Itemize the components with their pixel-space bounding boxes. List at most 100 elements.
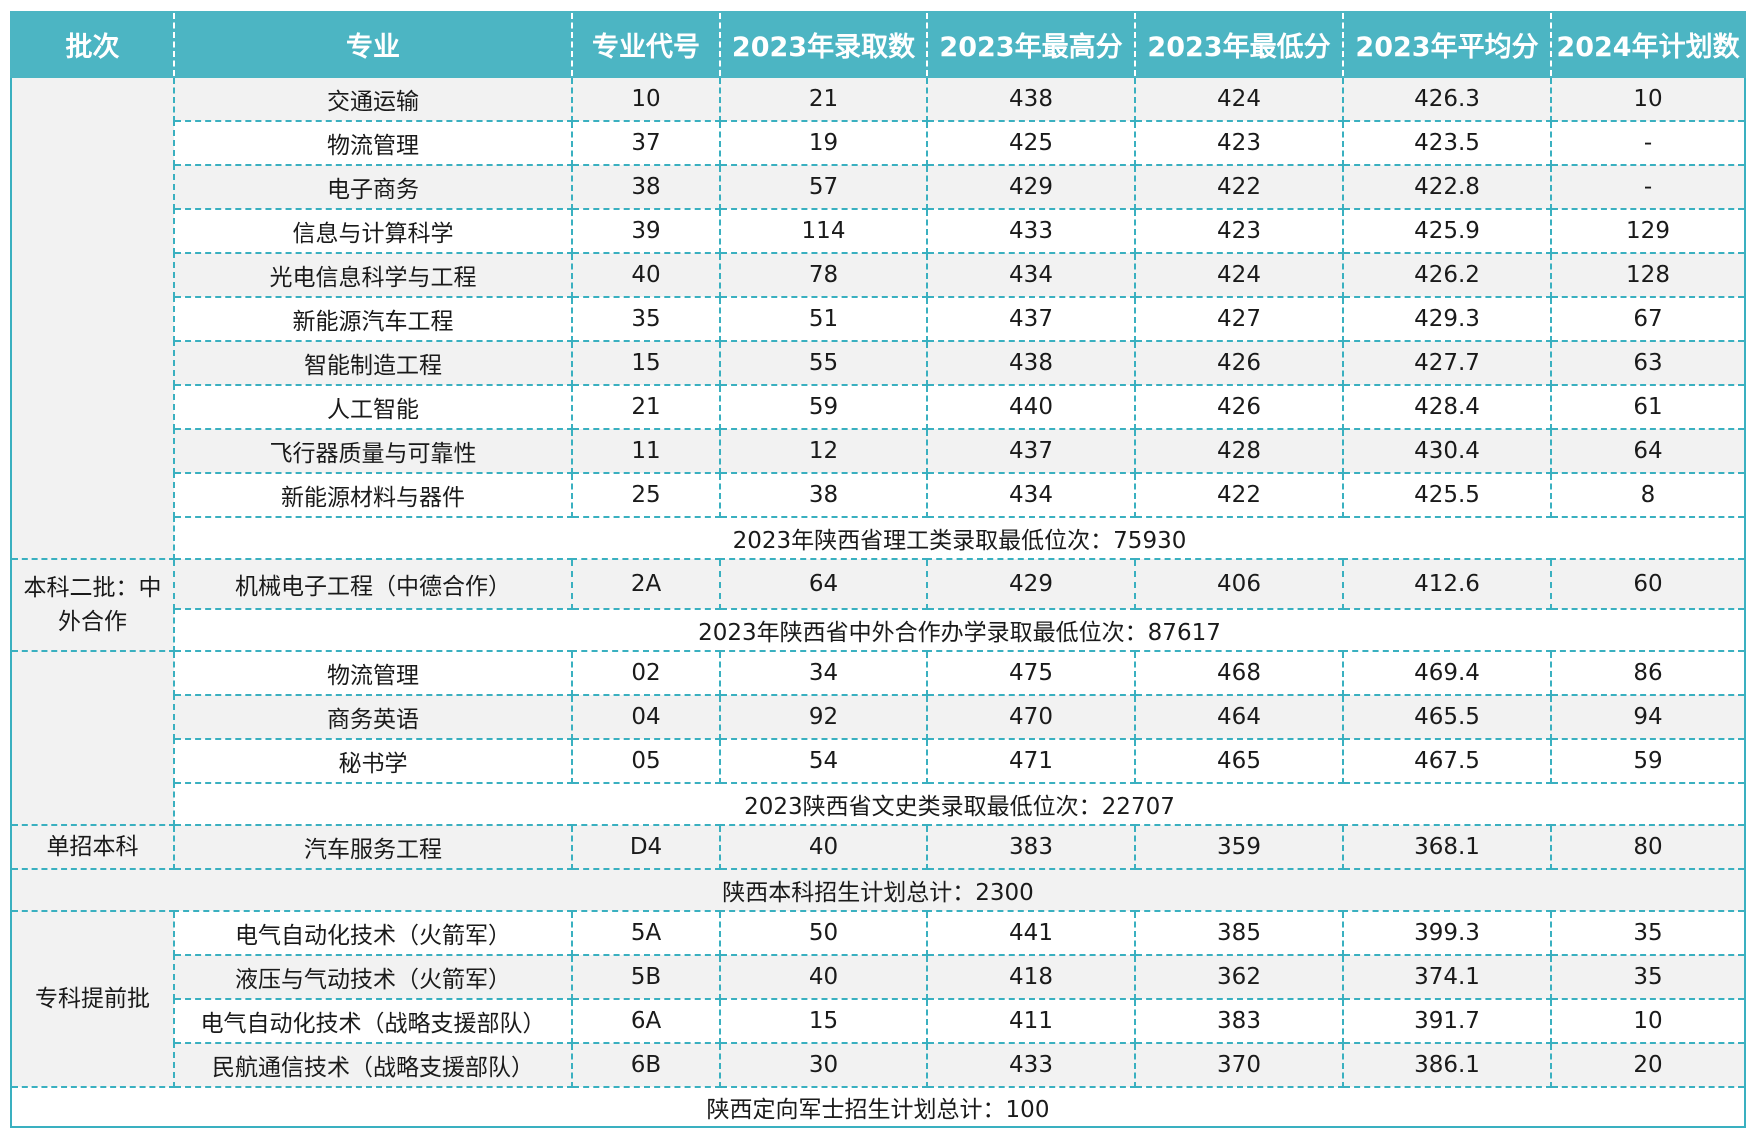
header-min-2023: 2023年最低分	[1134, 11, 1344, 78]
cell-max-2023: 438	[926, 340, 1136, 386]
cell-avg-2023: 465.5	[1342, 694, 1552, 740]
batch-cell	[10, 76, 175, 560]
cell-code: D4	[571, 824, 721, 870]
table-row: 物流管理 37 19 425 423 423.5-	[11, 120, 1746, 166]
cell-admitted-2023: 50	[719, 910, 928, 956]
cell-major: 汽车服务工程	[173, 824, 573, 870]
cell-admitted-2023: 114	[719, 208, 928, 254]
cell-min-2023: 428	[1134, 428, 1344, 474]
admission-table-container: 批次 专业 专业代号 2023年录取数 2023年最高分 2023年最低分 20…	[10, 11, 1746, 1128]
cell-avg-2023: 469.4	[1342, 650, 1552, 696]
cell-admitted-2023: 92	[719, 694, 928, 740]
table-row: 本科二批：中外合作 机械电子工程（中德合作） 2A 64 429 406 412.6 60	[10, 558, 1746, 652]
table-row: 人工智能 21 59 440 426 428.4 61	[11, 384, 1746, 430]
cell-code: 02	[571, 650, 721, 696]
cell-avg-2023: 426.2	[1342, 252, 1552, 298]
note-row: 陕西本科招生计划总计：2300	[10, 868, 1746, 912]
cell-avg-2023: 412.6	[1342, 558, 1552, 610]
cell-max-2023: 429	[926, 164, 1136, 210]
table-row: 交通运输 10 21 438 424 426.3 10	[10, 76, 1746, 560]
cell-max-2023: 433	[926, 208, 1136, 254]
cell-admitted-2023: 21	[719, 76, 928, 122]
cell-plan-2024: 67	[1550, 296, 1746, 342]
cell-plan-2024: -	[1550, 164, 1746, 210]
cell-admitted-2023: 34	[719, 650, 928, 696]
cell-plan-2024: 128	[1550, 252, 1746, 298]
cell-code: 25	[571, 472, 721, 518]
cell-max-2023: 470	[926, 694, 1136, 740]
cell-admitted-2023: 78	[719, 252, 928, 298]
cell-min-2023: 423	[1134, 208, 1344, 254]
note-row: 陕西定向军士招生计划总计：100	[10, 1086, 1746, 1128]
table-row: 新能源材料与器件 25 38 434 422 425.5 8	[11, 472, 1746, 518]
cell-major: 电子商务	[173, 164, 573, 210]
table-header-row: 批次 专业 专业代号 2023年录取数 2023年最高分 2023年最低分 20…	[10, 11, 1746, 78]
cell-plan-2024: 60	[1550, 558, 1746, 610]
cell-max-2023: 475	[926, 650, 1136, 696]
cell-min-2023: 422	[1134, 472, 1344, 518]
cell-plan-2024: 8	[1550, 472, 1746, 518]
cell-min-2023: 370	[1134, 1042, 1344, 1088]
cell-max-2023: 438	[926, 76, 1136, 122]
cell-admitted-2023: 40	[719, 824, 928, 870]
cell-major: 机械电子工程（中德合作）	[173, 558, 573, 610]
cell-plan-2024: 80	[1550, 824, 1746, 870]
cell-major: 交通运输	[173, 76, 573, 122]
table-row: 单招本科 汽车服务工程 D4 40 383 359 368.1 80	[10, 824, 1746, 870]
cell-admitted-2023: 51	[719, 296, 928, 342]
header-plan-2024: 2024年计划数	[1550, 11, 1746, 78]
cell-plan-2024: 64	[1550, 428, 1746, 474]
batch-cell: 本科二批：中外合作	[10, 558, 175, 652]
cell-major: 商务英语	[173, 694, 573, 740]
cell-max-2023: 429	[926, 558, 1136, 610]
cell-code: 04	[571, 694, 721, 740]
table-row: 新能源汽车工程 35 51 437 427 429.3 67	[11, 296, 1746, 342]
note-row: 2023年陕西省中外合作办学录取最低位次：87617	[11, 608, 1746, 652]
cell-major: 新能源材料与器件	[173, 472, 573, 518]
cell-min-2023: 424	[1134, 76, 1344, 122]
cell-max-2023: 437	[926, 296, 1136, 342]
cell-admitted-2023: 55	[719, 340, 928, 386]
cell-avg-2023: 426.3	[1342, 76, 1552, 122]
cell-avg-2023: 422.8	[1342, 164, 1552, 210]
cell-plan-2024: 10	[1550, 998, 1746, 1044]
cell-max-2023: 434	[926, 472, 1136, 518]
header-max-2023: 2023年最高分	[926, 11, 1136, 78]
table-row: 商务英语 04 92 470 464 465.5 94	[11, 694, 1746, 740]
cell-avg-2023: 429.3	[1342, 296, 1552, 342]
cell-plan-2024: 10	[1550, 76, 1746, 122]
cell-plan-2024: -	[1550, 120, 1746, 166]
cell-code: 37	[571, 120, 721, 166]
note-row: 2023陕西省文史类录取最低位次：22707	[11, 782, 1746, 826]
cell-code: 10	[571, 76, 721, 122]
cell-avg-2023: 399.3	[1342, 910, 1552, 956]
cell-code: 05	[571, 738, 721, 784]
cell-avg-2023: 425.5	[1342, 472, 1552, 518]
cell-min-2023: 383	[1134, 998, 1344, 1044]
table-body: 交通运输 10 21 438 424 426.3 10 物流管理 37 19 425 423 423.5…	[10, 76, 1746, 1128]
table-row: 信息与计算科学 39 114 433 423 425.9 129	[11, 208, 1746, 254]
header-major: 专业	[173, 11, 573, 78]
section-note: 2023年陕西省理工类录取最低位次：75930	[173, 516, 1746, 560]
cell-avg-2023: 467.5	[1342, 738, 1552, 784]
cell-max-2023: 383	[926, 824, 1136, 870]
table-row: 飞行器质量与可靠性 11 12 437 428 430.4 64	[11, 428, 1746, 474]
cell-admitted-2023: 12	[719, 428, 928, 474]
cell-min-2023: 424	[1134, 252, 1344, 298]
cell-admitted-2023: 19	[719, 120, 928, 166]
cell-admitted-2023: 30	[719, 1042, 928, 1088]
cell-major: 秘书学	[173, 738, 573, 784]
cell-avg-2023: 386.1	[1342, 1042, 1552, 1088]
cell-min-2023: 465	[1134, 738, 1344, 784]
cell-major: 智能制造工程	[173, 340, 573, 386]
cell-max-2023: 441	[926, 910, 1136, 956]
cell-major: 光电信息科学与工程	[173, 252, 573, 298]
cell-code: 38	[571, 164, 721, 210]
cell-max-2023: 440	[926, 384, 1136, 430]
cell-code: 15	[571, 340, 721, 386]
table-row: 液压与气动技术（火箭军） 5B 40 418 362 374.1 35	[11, 954, 1746, 1000]
cell-avg-2023: 423.5	[1342, 120, 1552, 166]
cell-max-2023: 418	[926, 954, 1136, 1000]
cell-plan-2024: 86	[1550, 650, 1746, 696]
cell-code: 2A	[571, 558, 721, 610]
